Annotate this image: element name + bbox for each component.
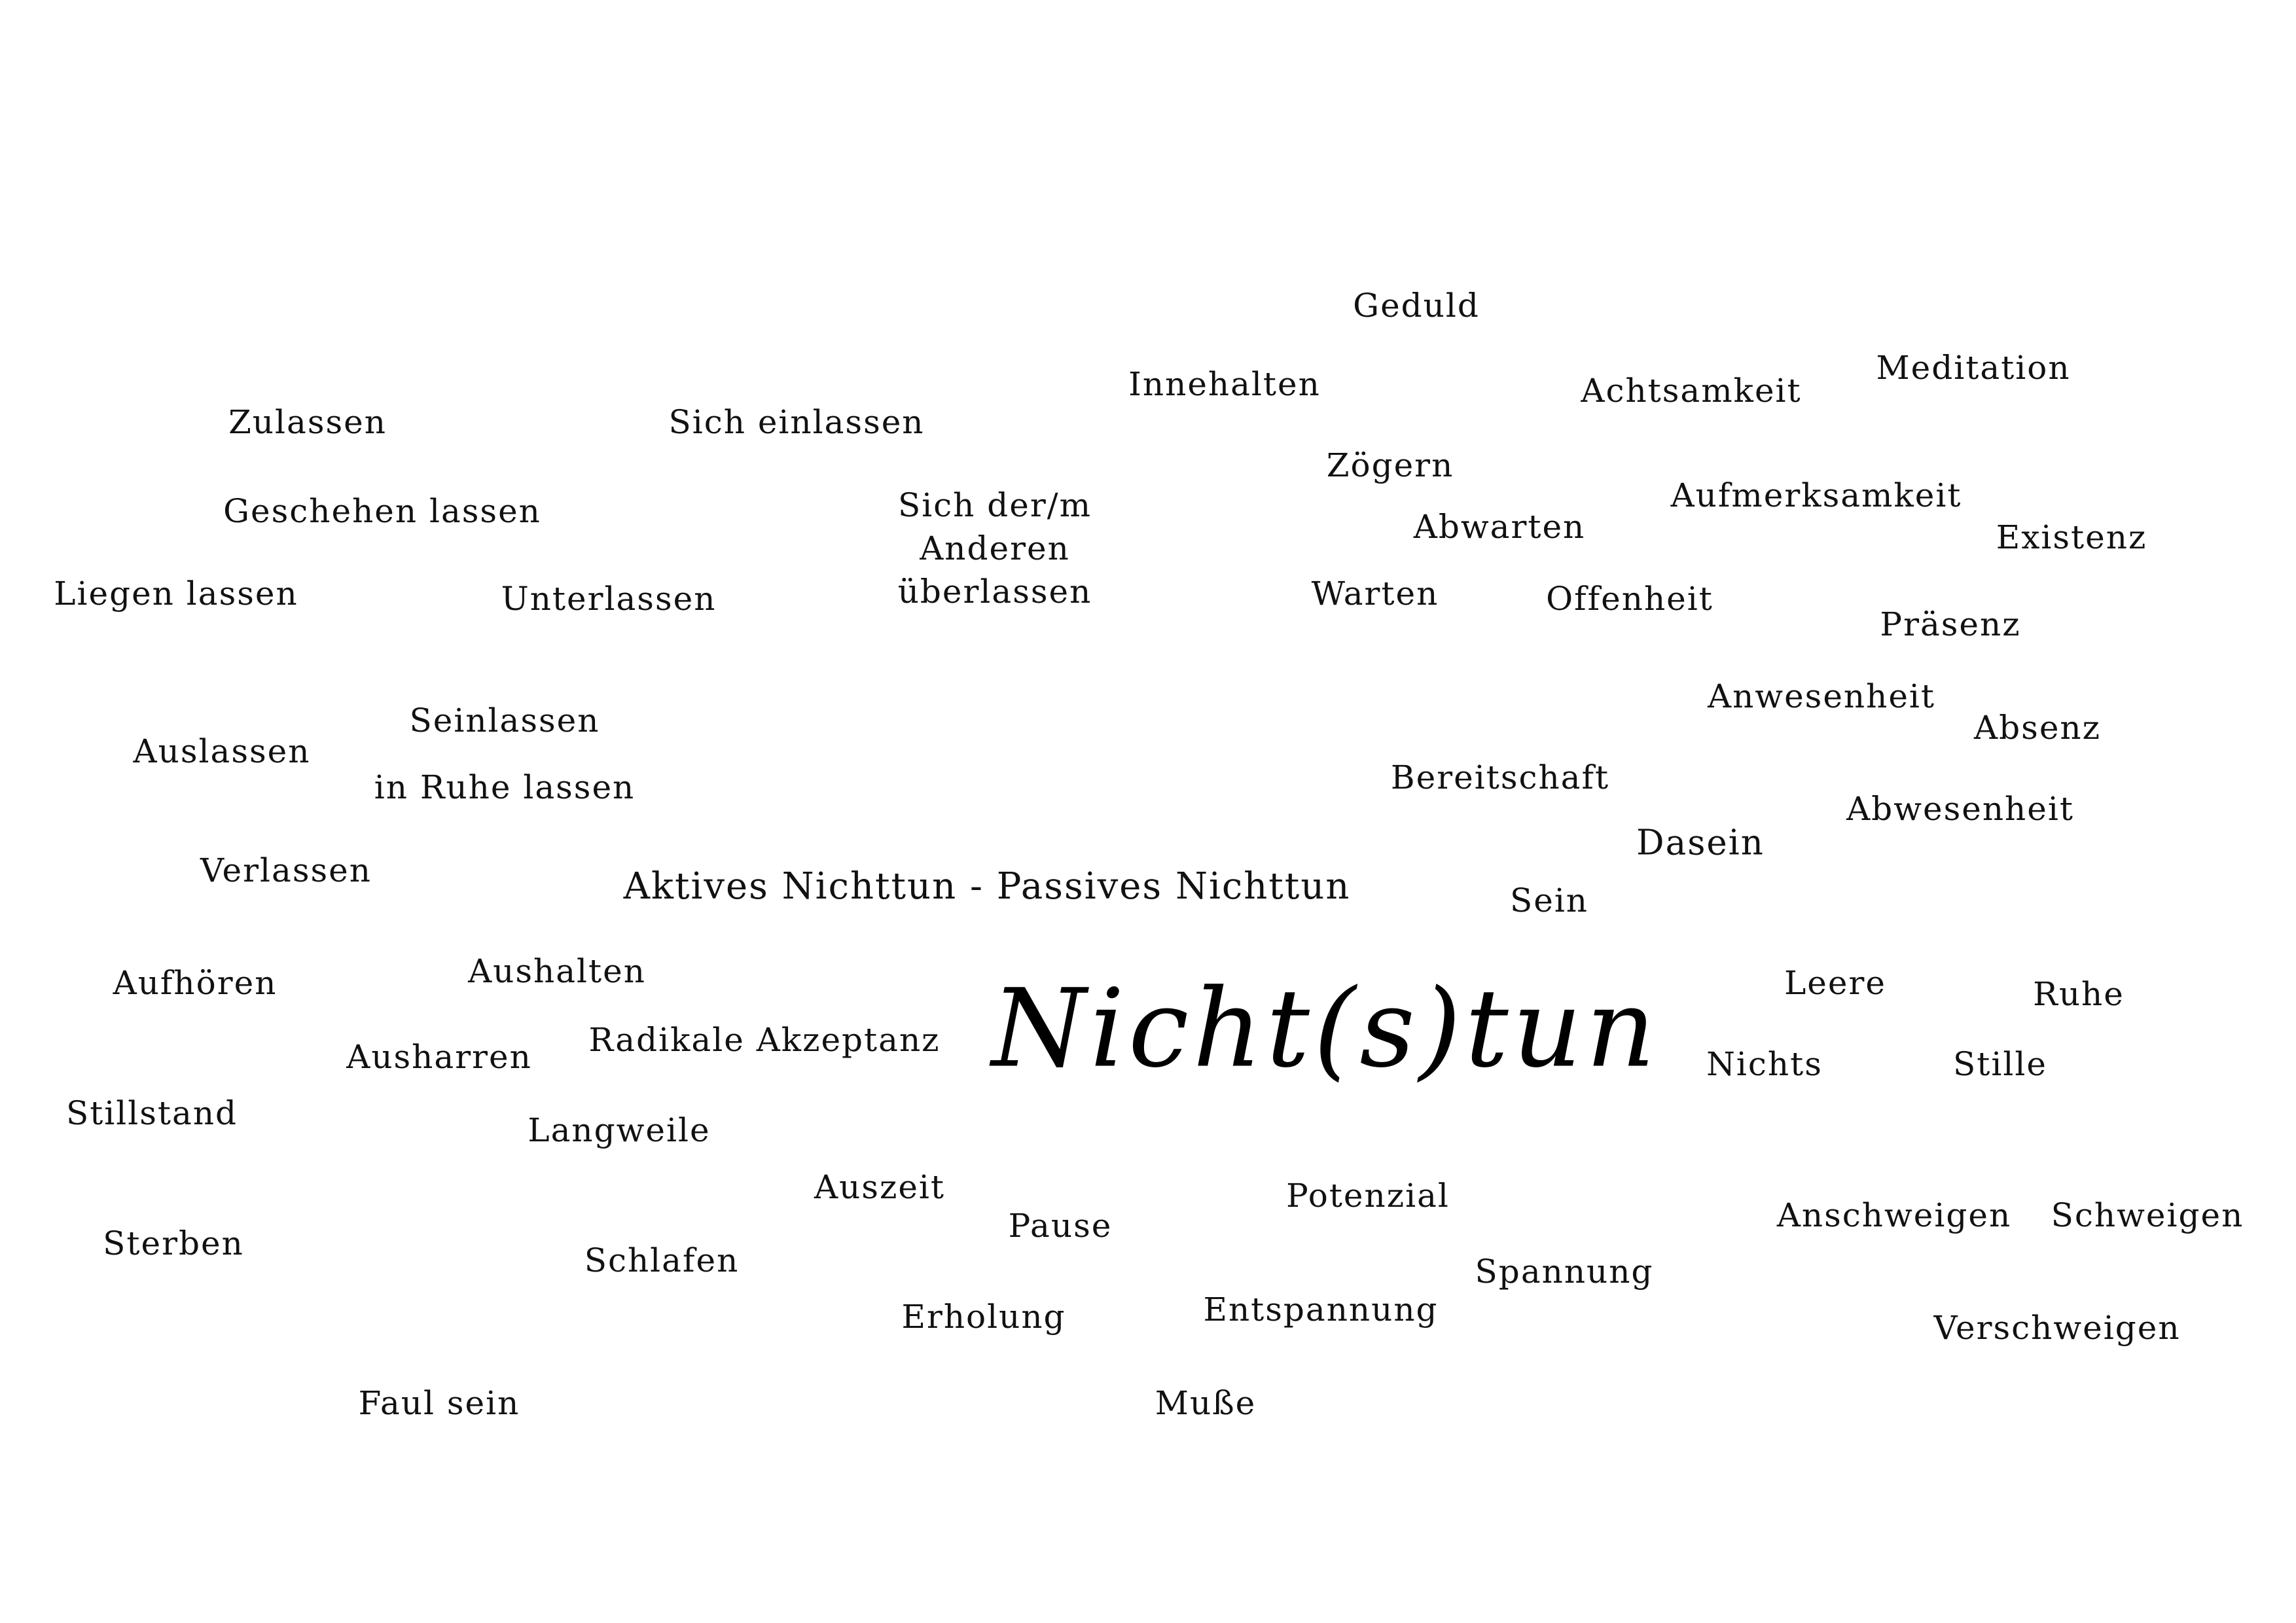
word-abwesenheit: Abwesenheit: [1846, 790, 2074, 828]
word-existenz: Existenz: [1996, 518, 2147, 556]
word-offenheit: Offenheit: [1546, 580, 1713, 618]
word-leere: Leere: [1784, 964, 1886, 1002]
word-schlafen: Schlafen: [584, 1241, 740, 1279]
word-praesenz: Präsenz: [1880, 605, 2021, 643]
word-stillstand: Stillstand: [65, 1094, 238, 1132]
word-ruhe: Ruhe: [2033, 975, 2125, 1013]
word-geduld: Geduld: [1353, 287, 1480, 325]
word-spannung: Spannung: [1475, 1253, 1654, 1291]
word-in-ruhe-lassen: in Ruhe lassen: [374, 768, 636, 806]
word-sich-einlassen: Sich einlassen: [668, 403, 925, 441]
word-sterben: Sterben: [103, 1224, 244, 1262]
word-sein: Sein: [1509, 882, 1589, 919]
word-aushalten: Aushalten: [468, 952, 646, 990]
word-stille: Stille: [1953, 1045, 2047, 1083]
word-zulassen: Zulassen: [228, 403, 387, 441]
word-abwarten: Abwarten: [1413, 508, 1586, 546]
word-liegen-lassen: Liegen lassen: [54, 575, 298, 613]
word-sich-der-m-anderen-ueberlassen: Sich der/m Anderen überlassen: [897, 486, 1092, 611]
word-anwesenheit: Anwesenheit: [1707, 677, 1936, 715]
word-entspannung: Entspannung: [1203, 1291, 1439, 1329]
word-achtsamkeit: Achtsamkeit: [1581, 372, 1802, 410]
main-title: Nicht(s)tun: [991, 965, 1660, 1092]
word-potenzial: Potenzial: [1286, 1177, 1450, 1215]
word-pause: Pause: [1008, 1207, 1113, 1245]
word-auslassen: Auslassen: [133, 732, 311, 770]
word-dasein: Dasein: [1636, 823, 1765, 863]
word-schweigen: Schweigen: [2051, 1196, 2244, 1234]
word-meditation: Meditation: [1876, 349, 2071, 387]
word-anschweigen: Anschweigen: [1776, 1196, 2012, 1234]
word-faul-sein: Faul sein: [358, 1384, 520, 1422]
word-verlassen: Verlassen: [200, 851, 372, 889]
word-absenz: Absenz: [1974, 709, 2101, 747]
word-unterlassen: Unterlassen: [501, 580, 717, 618]
word-zoegern: Zögern: [1326, 446, 1454, 484]
word-seinlassen: Seinlassen: [409, 702, 600, 740]
word-warten: Warten: [1311, 575, 1439, 613]
word-musse: Muße: [1155, 1384, 1257, 1422]
subtitle: Aktives Nichttun - Passives Nichttun: [623, 865, 1351, 908]
word-bereitschaft: Bereitschaft: [1390, 758, 1610, 796]
word-aufhoeren: Aufhören: [113, 964, 278, 1002]
word-innehalten: Innehalten: [1128, 365, 1321, 403]
word-langweile: Langweile: [528, 1111, 711, 1149]
word-verschweigen: Verschweigen: [1933, 1309, 2181, 1347]
word-ausharren: Ausharren: [346, 1038, 532, 1076]
word-geschehen-lassen: Geschehen lassen: [223, 492, 541, 530]
word-radikale-akzeptanz: Radikale Akzeptanz: [588, 1021, 941, 1059]
word-nichts: Nichts: [1706, 1045, 1823, 1083]
word-auszeit: Auszeit: [814, 1168, 945, 1206]
word-erholung: Erholung: [901, 1298, 1066, 1336]
word-aufmerksamkeit: Aufmerksamkeit: [1670, 476, 1962, 514]
